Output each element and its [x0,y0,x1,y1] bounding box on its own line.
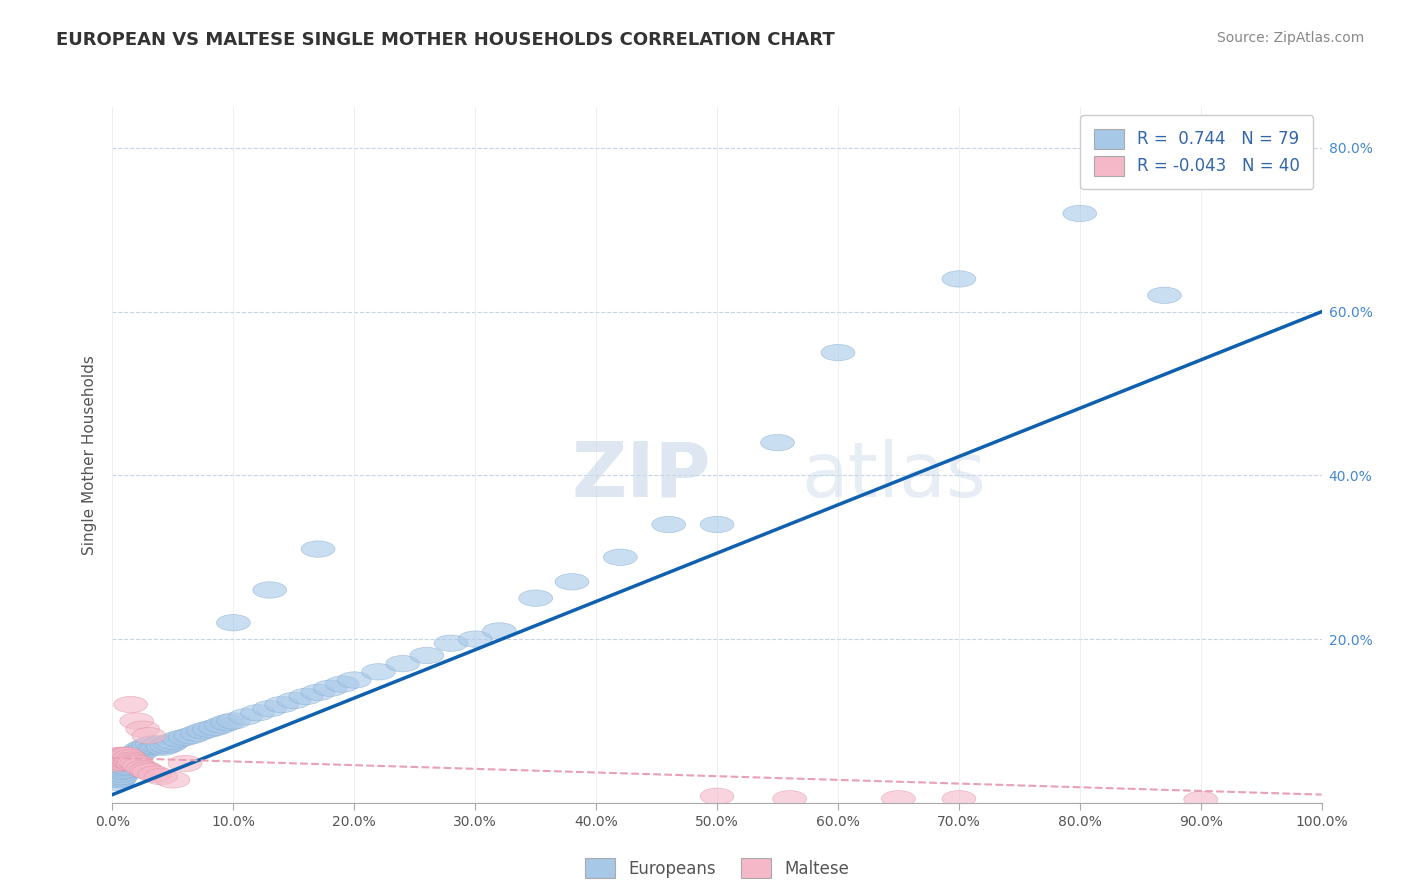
Text: EUROPEAN VS MALTESE SINGLE MOTHER HOUSEHOLDS CORRELATION CHART: EUROPEAN VS MALTESE SINGLE MOTHER HOUSEH… [56,31,835,49]
Y-axis label: Single Mother Households: Single Mother Households [82,355,97,555]
Text: ZIP: ZIP [572,439,711,513]
Legend: Europeans, Maltese: Europeans, Maltese [578,851,856,885]
Text: atlas: atlas [801,439,987,513]
Text: Source: ZipAtlas.com: Source: ZipAtlas.com [1216,31,1364,45]
